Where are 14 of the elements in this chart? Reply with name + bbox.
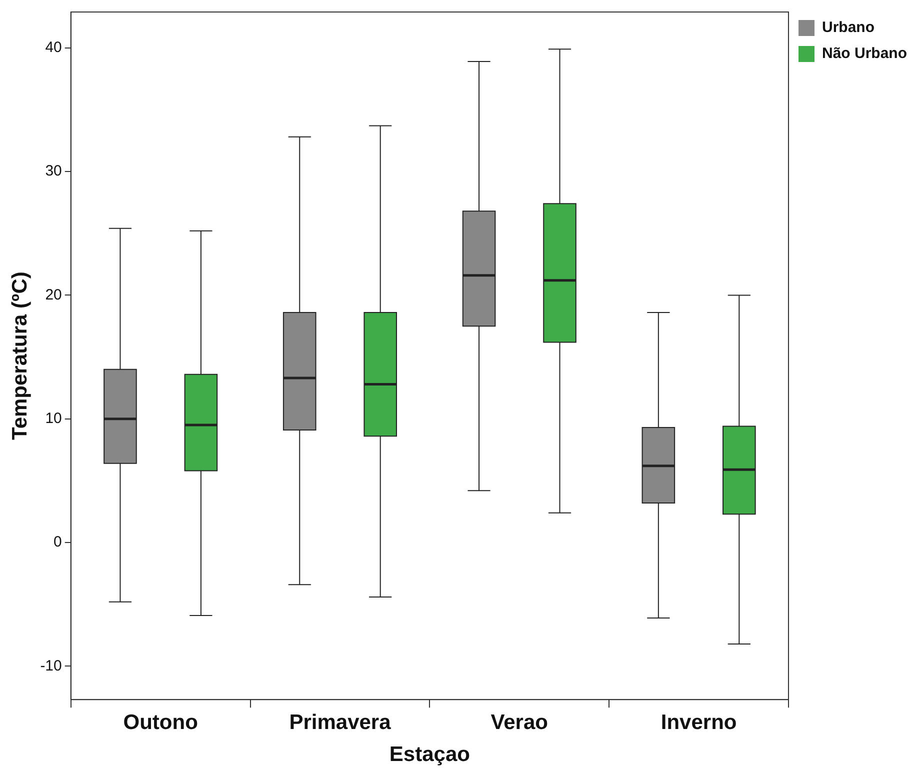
y-tick-label: 40	[45, 39, 62, 56]
y-tick-label: 20	[45, 286, 62, 304]
legend-label: Não Urbano	[822, 45, 908, 62]
x-axis-title: Estaçao	[389, 743, 470, 766]
x-tick-label: Outono	[123, 710, 198, 734]
x-tick-label: Primavera	[289, 710, 392, 734]
y-tick-label: 0	[54, 534, 62, 551]
y-tick-label: 30	[45, 162, 62, 180]
x-tick-label: Inverno	[660, 710, 737, 734]
y-tick-label: 10	[45, 410, 62, 428]
y-axis-title: Temperatura (ºC)	[8, 272, 32, 440]
x-tick-label: Verao	[490, 710, 548, 734]
legend-label: Urbano	[822, 19, 874, 36]
y-tick-label: -10	[40, 657, 62, 674]
